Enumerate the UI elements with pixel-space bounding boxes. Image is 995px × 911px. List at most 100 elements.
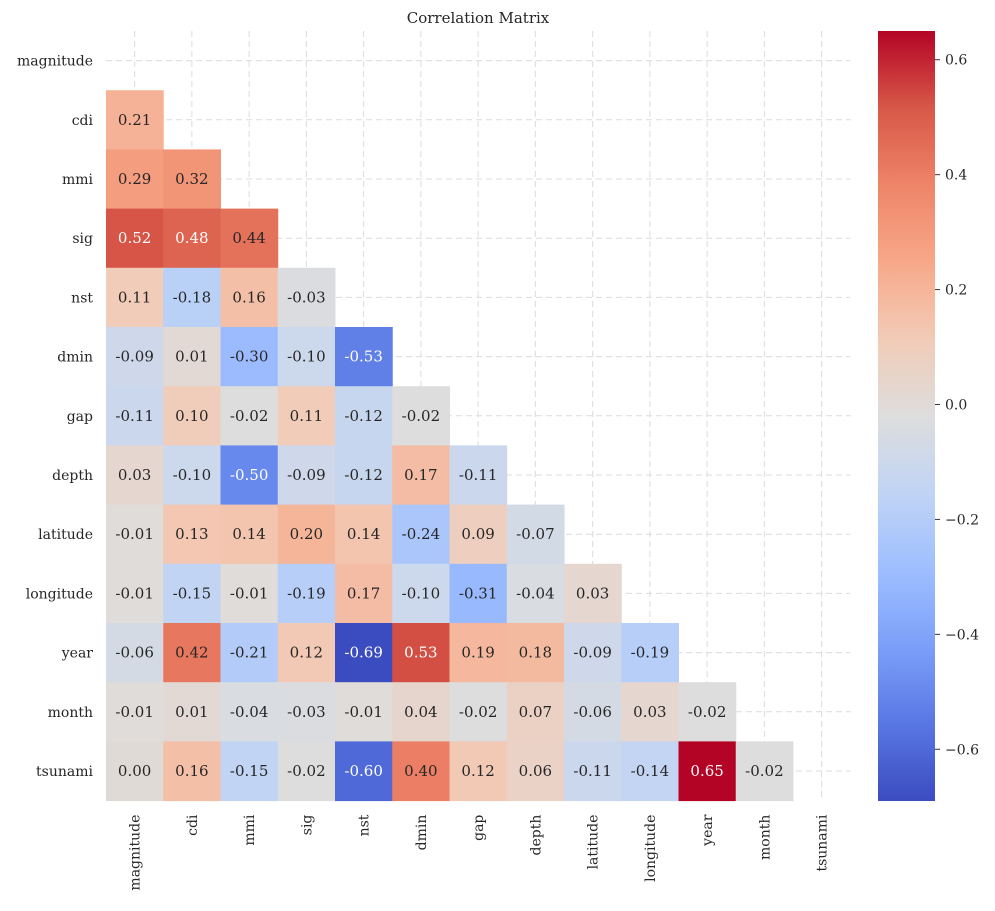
colorbar <box>878 31 935 801</box>
x-tick-label-gap: gap <box>471 815 487 841</box>
colorbar-tick-label: 0.0 <box>945 398 967 414</box>
cell-value-label: -0.30 <box>230 348 268 366</box>
x-tick-label-cdi: cdi <box>185 814 201 836</box>
cell-month-dmin <box>392 682 450 742</box>
cell-value-label: -0.02 <box>230 407 268 425</box>
cell-month-mmi <box>220 682 279 742</box>
cell-value-label: -0.01 <box>115 584 153 602</box>
cell-value-label: -0.10 <box>173 466 211 484</box>
cell-value-label: 0.32 <box>175 170 208 188</box>
cell-depth-sig <box>277 445 336 506</box>
cell-tsunami-cdi <box>163 741 221 802</box>
cell-tsunami-gap <box>449 741 508 802</box>
cell-value-label: -0.07 <box>516 525 554 543</box>
cell-year-magnitude <box>106 623 164 683</box>
cell-nst-mmi <box>220 267 279 328</box>
x-tick-label-month: month <box>757 815 773 860</box>
cell-tsunami-longitude <box>621 741 679 802</box>
cell-value-label: 0.01 <box>175 348 208 366</box>
x-tick-label-tsunami: tsunami <box>815 814 831 871</box>
cell-value-label: 0.03 <box>118 466 151 484</box>
cell-value-label: 0.44 <box>232 229 265 247</box>
cell-value-label: -0.24 <box>402 525 440 543</box>
cell-value-label: 0.06 <box>519 762 552 780</box>
cell-nst-magnitude <box>106 267 164 328</box>
cell-value-label: -0.50 <box>230 466 268 484</box>
cell-value-label: 0.12 <box>290 644 323 662</box>
cell-value-label: 0.14 <box>232 525 265 543</box>
colorbar-tick-label: 0.4 <box>945 168 967 184</box>
cell-depth-mmi <box>220 445 279 506</box>
cell-mmi-cdi <box>163 149 221 210</box>
cell-depth-cdi <box>163 445 221 506</box>
cell-sig-mmi <box>220 208 279 269</box>
cell-value-label: -0.04 <box>230 703 268 721</box>
cell-value-label: -0.53 <box>344 348 382 366</box>
x-tick-label-depth: depth <box>528 815 544 856</box>
cell-latitude-depth <box>506 504 565 565</box>
cell-year-dmin <box>392 623 450 683</box>
y-tick-label-gap: gap <box>67 409 93 425</box>
x-tick-label-nst: nst <box>357 814 373 836</box>
cell-longitude-cdi <box>163 563 221 624</box>
cell-latitude-cdi <box>163 504 221 565</box>
cell-dmin-mmi <box>220 327 279 387</box>
cell-value-label: 0.13 <box>175 525 208 543</box>
cell-value-label: -0.12 <box>344 466 382 484</box>
cell-value-label: -0.10 <box>287 348 325 366</box>
y-tick-label-nst: nst <box>71 290 93 306</box>
cell-value-label: -0.01 <box>230 584 268 602</box>
cell-depth-gap <box>449 445 508 506</box>
x-tick-label-latitude: latitude <box>586 815 602 870</box>
cell-value-label: 0.00 <box>118 762 151 780</box>
y-tick-label-latitude: latitude <box>38 527 93 543</box>
cell-value-label: -0.19 <box>631 644 669 662</box>
cell-latitude-gap <box>449 504 508 565</box>
cell-gap-cdi <box>163 386 221 446</box>
colorbar-tick-label: 0.6 <box>945 53 967 69</box>
cell-value-label: 0.52 <box>118 229 151 247</box>
cell-tsunami-mmi <box>220 741 279 802</box>
cell-gap-mmi <box>220 386 279 446</box>
cell-value-label: 0.09 <box>461 525 494 543</box>
y-tick-label-magnitude: magnitude <box>17 54 93 70</box>
cell-value-label: 0.16 <box>175 762 208 780</box>
cell-value-label: -0.09 <box>287 466 325 484</box>
cell-value-label: -0.69 <box>344 644 382 662</box>
cell-cdi-magnitude <box>106 90 164 150</box>
cell-latitude-sig <box>277 504 336 565</box>
y-tick-label-tsunami: tsunami <box>36 764 93 780</box>
cell-value-label: 0.17 <box>404 466 437 484</box>
cell-value-label: -0.03 <box>287 703 325 721</box>
x-tick-label-longitude: longitude <box>643 815 659 882</box>
cell-value-label: 0.14 <box>347 525 380 543</box>
cell-value-label: 0.65 <box>690 762 723 780</box>
cell-value-label: -0.21 <box>230 644 268 662</box>
cell-value-label: -0.04 <box>516 584 554 602</box>
cell-value-label: 0.07 <box>519 703 552 721</box>
cell-value-label: -0.18 <box>173 288 211 306</box>
cell-longitude-mmi <box>220 563 279 624</box>
cell-longitude-depth <box>506 563 565 624</box>
cell-value-label: -0.06 <box>573 703 611 721</box>
cell-value-label: 0.16 <box>232 288 265 306</box>
cell-year-mmi <box>220 623 279 683</box>
colorbar-tick-label: −0.2 <box>945 512 979 528</box>
cell-tsunami-dmin <box>392 741 450 802</box>
cell-value-label: 0.48 <box>175 229 208 247</box>
cell-longitude-sig <box>277 563 336 624</box>
cell-value-label: -0.02 <box>402 407 440 425</box>
cell-value-label: -0.01 <box>115 703 153 721</box>
colorbar-tick-label: −0.6 <box>945 742 979 758</box>
y-tick-label-month: month <box>48 705 93 721</box>
cell-value-label: 0.10 <box>175 407 208 425</box>
cell-value-label: 0.29 <box>118 170 151 188</box>
cell-value-label: 0.20 <box>290 525 323 543</box>
cell-month-longitude <box>621 682 679 742</box>
cell-year-sig <box>277 623 336 683</box>
cell-latitude-mmi <box>220 504 279 565</box>
cell-sig-cdi <box>163 208 221 269</box>
cell-value-label: -0.11 <box>459 466 497 484</box>
